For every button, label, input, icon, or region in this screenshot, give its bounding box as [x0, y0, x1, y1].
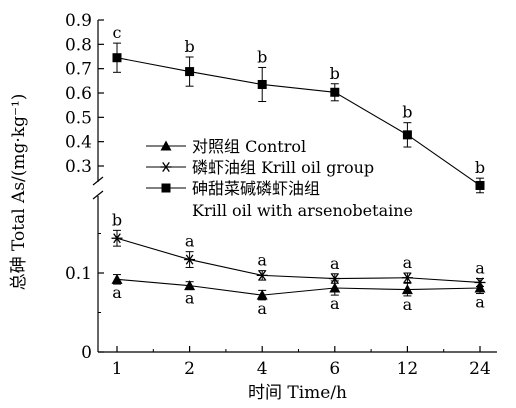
x-tick-label: 1	[112, 359, 123, 379]
x-tick-label: 12	[397, 359, 419, 379]
series-krill: b a a a a a	[111, 210, 486, 288]
significance-letter: a	[257, 251, 267, 270]
data-point-triangle	[474, 282, 486, 293]
x-tick-label: 4	[257, 359, 268, 379]
data-point-asterisk	[160, 161, 172, 173]
legend: 对照组 Control 磷虾油组 Krill oil group 砷甜菜碱磷虾油组 K…	[146, 137, 413, 220]
data-point-asterisk	[111, 233, 123, 244]
data-point-square	[185, 67, 195, 77]
data-point-asterisk	[184, 254, 196, 265]
significance-letter: b	[330, 64, 340, 83]
data-point-triangle	[329, 282, 341, 293]
significance-letter: b	[402, 103, 412, 122]
y-tick-label: 0.9	[65, 11, 92, 31]
significance-letter: c	[113, 23, 122, 42]
data-point-triangle	[256, 289, 268, 300]
asterisk-stroke	[185, 254, 194, 265]
significance-letter: a	[330, 294, 340, 313]
data-point-asterisk	[401, 272, 413, 283]
y-axis-title: 总砷 Total As/(mg·kg⁻¹)	[9, 94, 29, 291]
y-tick-label: 0.6	[65, 84, 92, 104]
asterisk-stroke	[162, 161, 170, 173]
significance-letter: b	[112, 210, 122, 229]
series-control: a aa a a a	[111, 273, 486, 318]
data-point-square	[112, 53, 122, 63]
data-point-square	[402, 130, 412, 140]
significance-letter: b	[184, 37, 194, 56]
data-point-triangle	[401, 284, 413, 295]
significance-letter: a	[330, 254, 340, 273]
significance-letter: a	[112, 283, 122, 302]
legend-label-line2: Krill oil with arsenobetaine	[192, 201, 413, 220]
significance-letter: a	[185, 232, 195, 251]
y-tick-label: 0.5	[65, 108, 92, 128]
y-tick-label: 0	[81, 343, 92, 363]
data-point-square	[475, 180, 485, 190]
data-point-triangle	[160, 140, 172, 151]
significance-letter: b	[475, 158, 485, 177]
significance-letter: a	[475, 259, 485, 278]
data-point-square	[161, 183, 171, 193]
data-point-asterisk	[329, 273, 341, 284]
significance-letter: a	[475, 293, 485, 312]
x-tick-label: 6	[329, 359, 340, 379]
legend-item-control: 对照组 Control	[146, 137, 306, 156]
legend-item-krill: 磷虾油组 Krill oil group	[146, 158, 374, 177]
asterisk-stroke	[330, 273, 339, 284]
series-line-control	[116, 278, 481, 296]
data-point-square	[330, 87, 340, 97]
asterisk-stroke	[403, 272, 412, 283]
significance-letter: a	[185, 289, 195, 308]
y-axis-break-mark	[92, 176, 104, 186]
y-axis-break-mark	[92, 190, 104, 200]
data-point-triangle	[184, 280, 196, 291]
series-arseno: c b b b b b	[112, 23, 485, 194]
y-tick-label: 0.1	[65, 264, 92, 284]
legend-item-arseno: 砷甜菜碱磷虾油组	[146, 179, 320, 198]
series-line-arseno	[116, 57, 481, 186]
x-axis-title: 时间 Time/h	[248, 383, 347, 403]
significance-letter: a	[403, 253, 413, 272]
y-tick-label: 0.4	[65, 133, 92, 153]
significance-letter: a	[257, 299, 267, 318]
data-point-triangle	[111, 273, 123, 284]
asterisk-stroke	[113, 233, 121, 244]
y-tick-label: 0.8	[65, 35, 92, 55]
data-point-asterisk	[474, 277, 486, 288]
legend-label: 磷虾油组 Krill oil group	[192, 158, 374, 177]
y-tick-label: 0.3	[65, 157, 92, 177]
significance-letter: b	[257, 47, 267, 66]
data-point-square	[257, 79, 267, 89]
asterisk-stroke	[476, 277, 484, 288]
axes: 00.10.30.40.50.60.70.80.91 2 4 6 12 24	[65, 11, 497, 379]
y-tick-label: 0.7	[65, 60, 92, 80]
x-tick-label: 2	[184, 359, 195, 379]
x-tick-label: 24	[469, 359, 491, 379]
legend-label: 对照组 Control	[192, 137, 306, 156]
data-point-asterisk	[256, 270, 268, 281]
legend-label: 砷甜菜碱磷虾油组	[192, 179, 320, 198]
series-line-krill	[116, 237, 481, 284]
significance-letter: a	[403, 295, 413, 314]
asterisk-stroke	[258, 270, 267, 281]
